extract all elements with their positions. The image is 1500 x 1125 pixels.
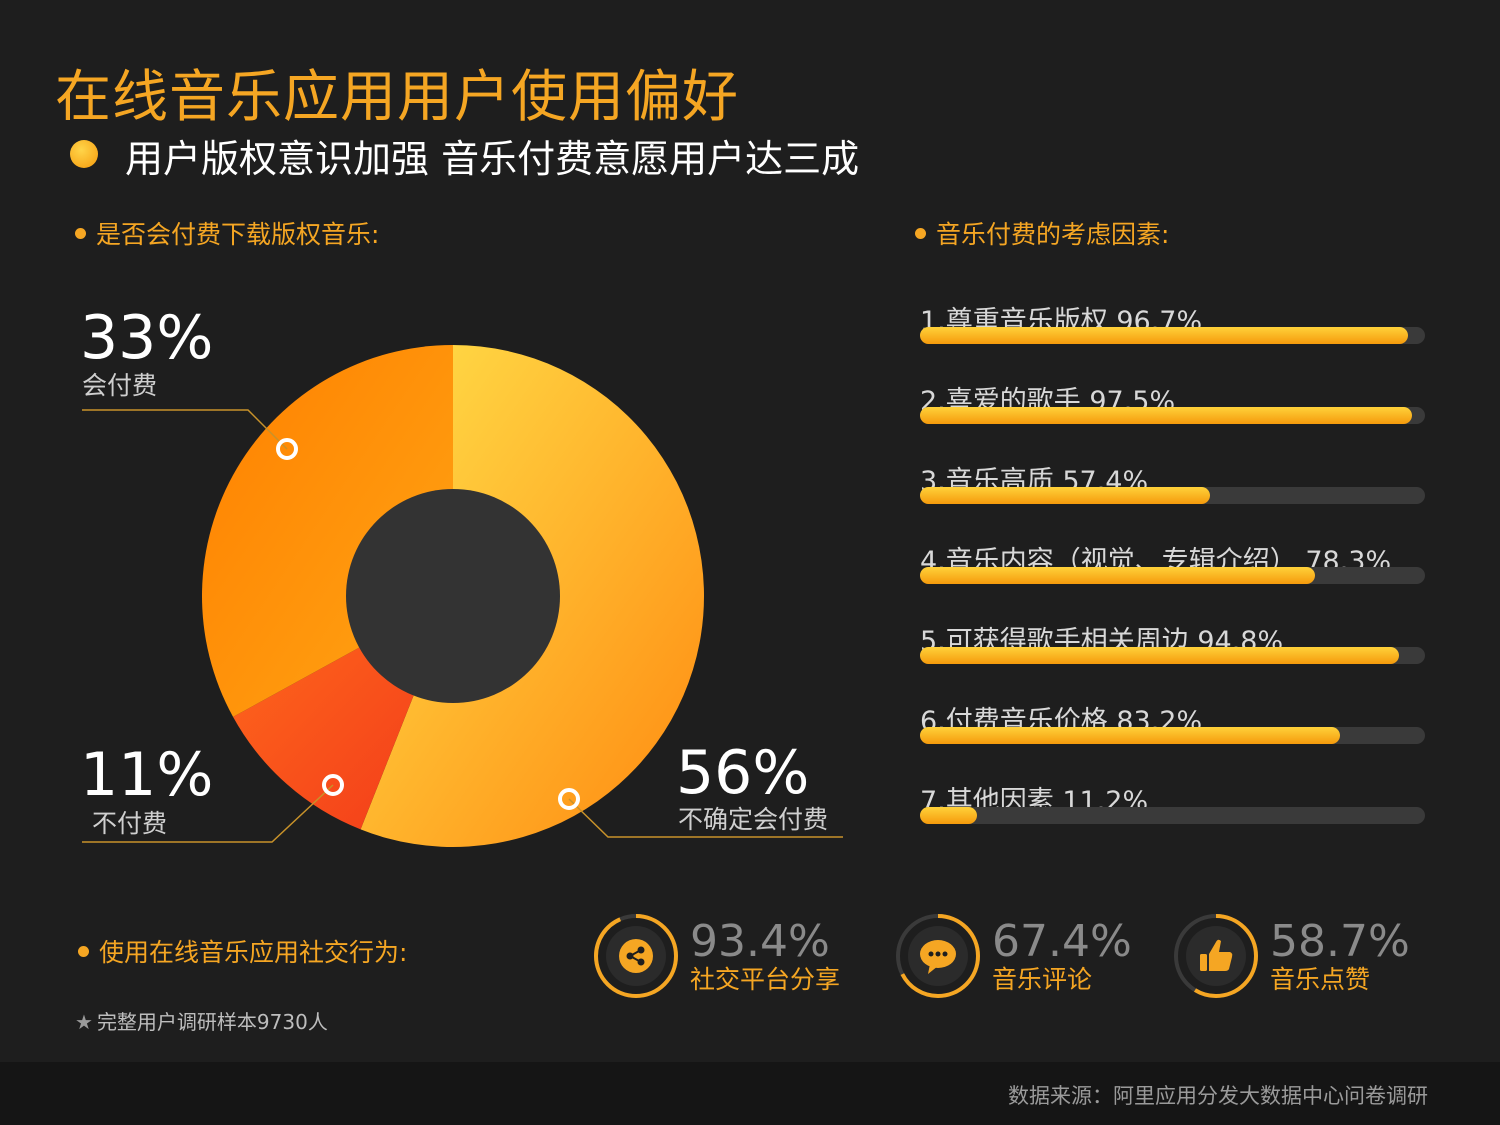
share-icon bbox=[594, 914, 678, 998]
factor-bar-track bbox=[920, 807, 1425, 824]
slice-label-no-pay: 不付费 bbox=[92, 809, 168, 838]
factor-bar-item: 6.付费音乐价格 83.2% bbox=[920, 708, 1425, 744]
comment-icon bbox=[896, 914, 980, 998]
donut-chart bbox=[82, 345, 843, 847]
sample-note: ★ 完整用户调研样本9730人 bbox=[75, 1006, 328, 1035]
factor-bar-track bbox=[920, 567, 1425, 584]
page-subtitle: 用户版权意识加强 音乐付费意愿用户达三成 bbox=[125, 137, 860, 181]
marker-no-pay bbox=[322, 774, 344, 796]
marker-will-pay bbox=[276, 438, 298, 460]
factor-bar-track bbox=[920, 647, 1425, 664]
bullet-icon bbox=[75, 227, 86, 239]
factor-bar-item: 2.喜爱的歌手 97.5% bbox=[920, 388, 1425, 424]
page-title: 在线音乐应用用户使用偏好 bbox=[55, 65, 739, 130]
stat-value-like: 58.7% bbox=[1270, 916, 1410, 967]
factor-bar-fill bbox=[920, 487, 1210, 504]
social-section-heading: 使用在线音乐应用社交行为: bbox=[78, 933, 407, 969]
factor-bar-fill bbox=[920, 327, 1409, 344]
thumbs-up-icon bbox=[1174, 914, 1258, 998]
pie-section-title: 是否会付费下载版权音乐: bbox=[96, 220, 380, 249]
marker-unsure bbox=[558, 788, 580, 810]
stat-label-like: 音乐点赞 bbox=[1270, 965, 1371, 994]
factor-bar-item: 1.尊重音乐版权 96.7% bbox=[920, 308, 1425, 344]
bars-section-heading: 音乐付费的考虑因素: bbox=[915, 215, 1169, 251]
factor-bar-fill bbox=[920, 567, 1316, 584]
star-icon: ★ bbox=[75, 1010, 93, 1034]
factor-bar-item: 7.其他因素 11.2% bbox=[920, 788, 1425, 824]
stat-label-comment: 音乐评论 bbox=[992, 965, 1093, 994]
sample-note-text: 完整用户调研样本9730人 bbox=[96, 1010, 328, 1034]
factor-bar-track bbox=[920, 327, 1425, 344]
subtitle-bullet-icon bbox=[70, 140, 98, 168]
leader-line-no-pay bbox=[82, 784, 334, 843]
social-section-title: 使用在线音乐应用社交行为: bbox=[99, 938, 408, 967]
donut-hole bbox=[346, 489, 560, 703]
factor-bar-item: 4.音乐内容（视觉、专辑介绍） 78.3% bbox=[920, 548, 1425, 584]
bullet-icon bbox=[78, 945, 89, 957]
bars-section-title: 音乐付费的考虑因素: bbox=[936, 220, 1170, 249]
factor-bar-item: 5.可获得歌手相关周边 94.8% bbox=[920, 628, 1425, 664]
stat-value-comment: 67.4% bbox=[992, 916, 1132, 967]
slice-value-unsure: 56% bbox=[676, 738, 810, 808]
factor-bar-fill bbox=[920, 807, 977, 824]
slice-label-will-pay: 会付费 bbox=[82, 371, 158, 400]
stat-value-share: 93.4% bbox=[690, 916, 830, 967]
footer-bar bbox=[0, 1062, 1500, 1125]
factor-bar-fill bbox=[920, 407, 1413, 424]
factor-bar-item: 3.音乐高质 57.4% bbox=[920, 468, 1425, 504]
leader-line-will-pay bbox=[82, 409, 288, 450]
factor-bar-fill bbox=[920, 647, 1399, 664]
slice-value-will-pay: 33% bbox=[80, 303, 214, 373]
factor-bar-track bbox=[920, 407, 1425, 424]
bullet-icon bbox=[915, 227, 926, 239]
slice-value-no-pay: 11% bbox=[80, 740, 214, 810]
factor-bar-track bbox=[920, 487, 1425, 504]
factor-bar-fill bbox=[920, 727, 1341, 744]
data-source: 数据来源：阿里应用分发大数据中心问卷调研 bbox=[1008, 1084, 1428, 1108]
factor-bar-track bbox=[920, 727, 1425, 744]
stat-label-share: 社交平台分享 bbox=[690, 965, 841, 994]
slice-label-unsure: 不确定会付费 bbox=[678, 805, 829, 834]
leader-line-unsure bbox=[568, 798, 843, 838]
pie-section-heading: 是否会付费下载版权音乐: bbox=[75, 215, 379, 251]
